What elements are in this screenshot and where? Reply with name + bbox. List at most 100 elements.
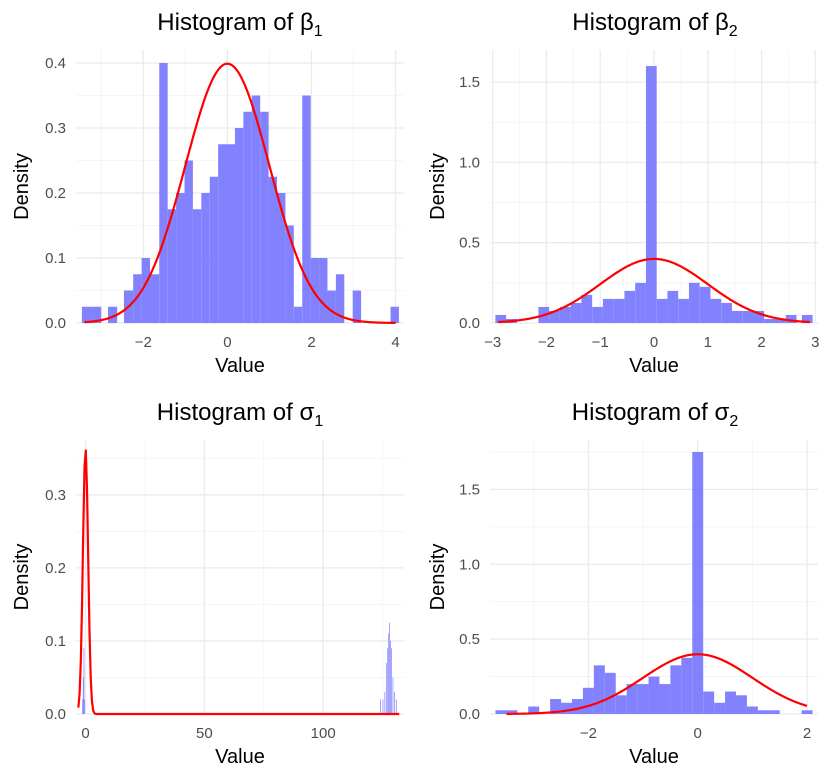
x-tick-label: −2 xyxy=(135,334,152,351)
histogram-bar xyxy=(293,306,303,323)
histogram-bar xyxy=(327,290,336,323)
histogram-bar xyxy=(637,684,649,714)
histogram-bar xyxy=(602,298,614,323)
x-axis-label: Value xyxy=(215,355,265,377)
histogram-bar xyxy=(604,672,616,714)
histogram-bar xyxy=(624,290,636,323)
histogram-bar xyxy=(234,128,244,323)
chart-title: Histogram of σ1 xyxy=(157,399,324,430)
chart-title: Histogram of σ2 xyxy=(572,399,739,430)
chart-title: Histogram of β1 xyxy=(157,9,323,40)
histogram-bar xyxy=(757,710,769,714)
x-tick-label: −3 xyxy=(484,334,501,351)
chart-title-subscript: 2 xyxy=(729,23,738,40)
normal-density-curve xyxy=(498,257,810,324)
histogram-bar xyxy=(310,258,320,323)
histogram-bar xyxy=(107,306,118,323)
chart-title-subscript: 1 xyxy=(314,23,323,40)
histogram-bar xyxy=(731,310,743,323)
y-tick-label: 0.0 xyxy=(45,706,66,723)
histogram-bar xyxy=(285,225,294,323)
histogram-bar xyxy=(721,302,732,323)
x-tick-label: 1 xyxy=(704,334,712,351)
histogram-bar xyxy=(319,258,328,323)
y-tick-label: 0.2 xyxy=(45,185,66,202)
histogram-bar xyxy=(390,306,399,323)
chart-title: Histogram of β2 xyxy=(572,9,738,40)
histogram-bar xyxy=(390,640,391,714)
histogram-bar xyxy=(615,695,627,714)
histogram-bar xyxy=(593,665,605,714)
histogram-bar xyxy=(648,676,660,714)
y-tick-label: 0.0 xyxy=(459,706,480,723)
histogram-bar xyxy=(395,699,397,714)
histogram-bar xyxy=(260,111,269,323)
y-tick-label: 0.1 xyxy=(45,633,66,650)
histogram-bar xyxy=(774,318,786,323)
histogram-bar xyxy=(495,710,507,714)
histogram-bar xyxy=(572,699,583,714)
histogram-bar xyxy=(176,193,185,323)
y-axis-label: Density xyxy=(11,544,33,611)
histogram-bar xyxy=(192,209,202,323)
y-axis-label: Density xyxy=(427,153,449,220)
histogram-bar xyxy=(801,314,813,323)
histogram-bar xyxy=(742,310,754,323)
histogram-bar xyxy=(150,274,160,323)
histogram-bar xyxy=(736,695,747,714)
x-tick-label: 3 xyxy=(811,334,819,351)
histogram-bar xyxy=(678,298,689,323)
y-tick-label: 1.0 xyxy=(459,154,480,171)
histogram-bar xyxy=(581,294,593,323)
x-tick-label: −1 xyxy=(592,334,609,351)
histogram-bar xyxy=(385,662,387,714)
y-tick-label: 0.0 xyxy=(45,315,66,332)
histogram-bar xyxy=(389,622,390,714)
histogram-bar xyxy=(670,665,682,714)
histogram-bar xyxy=(387,648,389,714)
histogram-bar xyxy=(167,209,177,323)
histogram-bar xyxy=(753,310,765,323)
y-tick-label: 0.3 xyxy=(45,120,66,137)
histogram-bar xyxy=(380,699,381,714)
histogram-bar xyxy=(626,684,638,714)
histogram-bar xyxy=(692,451,704,714)
histogram-bar xyxy=(495,314,507,323)
histogram-bar xyxy=(226,144,235,323)
chart-panel-3: 0 50 100 0.0 0.1 0.2 0.3 Histogram of σ1 Value De… xyxy=(11,399,404,768)
x-tick-label: 0 xyxy=(650,334,658,351)
histogram-bar xyxy=(277,193,286,323)
chart-title-main: Histogram of β xyxy=(572,9,729,36)
x-axis-label: Value xyxy=(215,746,265,768)
x-tick-label: 0 xyxy=(694,725,702,742)
histogram-bar xyxy=(81,306,92,323)
histogram-bar xyxy=(201,193,210,323)
histogram-bar xyxy=(218,144,227,323)
histogram-bar xyxy=(688,282,700,323)
x-tick-label: 2 xyxy=(803,725,811,742)
histogram-bar xyxy=(268,176,278,323)
histogram-bar xyxy=(209,176,219,323)
histogram-bar xyxy=(699,286,711,323)
y-axis-label: Density xyxy=(427,544,449,611)
histogram-bar xyxy=(528,706,540,714)
chart-title-subscript: 2 xyxy=(729,413,738,430)
y-tick-label: 0.5 xyxy=(459,631,480,648)
histogram-bar xyxy=(335,274,345,323)
y-tick-label: 1.5 xyxy=(459,74,480,91)
histogram-bar xyxy=(559,306,571,323)
y-tick-label: 0.2 xyxy=(45,560,66,577)
x-axis-label: Value xyxy=(629,355,679,377)
histogram-bar xyxy=(613,298,625,323)
normal-density-curve xyxy=(77,449,400,716)
histogram-bar xyxy=(550,699,562,714)
histogram-bar xyxy=(703,691,715,714)
histogram-bar xyxy=(764,318,775,323)
x-tick-label: −2 xyxy=(538,334,555,351)
normal-density-curve xyxy=(84,62,396,325)
histogram-bar xyxy=(83,648,85,714)
histogram-bar xyxy=(251,95,261,323)
